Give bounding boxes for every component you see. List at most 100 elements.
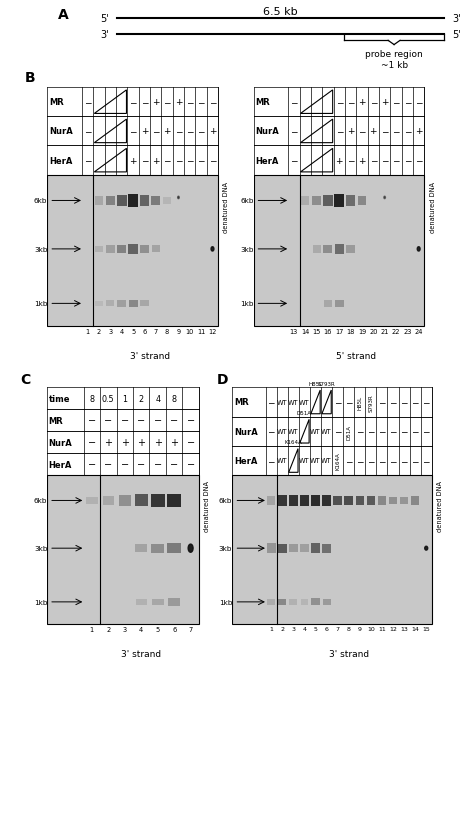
Text: time: time [49,394,70,403]
Text: 18: 18 [346,329,355,335]
Text: MR: MR [255,98,270,107]
Text: MR: MR [234,398,248,407]
Text: −: − [104,459,112,469]
Text: A: A [58,7,68,21]
Text: 7: 7 [154,329,158,335]
Circle shape [425,546,428,550]
Text: 6kb: 6kb [219,498,232,504]
Bar [118,495,131,506]
Bar [163,197,171,205]
Text: −: − [415,156,422,165]
Text: 14: 14 [301,329,310,335]
Bar [367,496,375,505]
Text: +: + [415,127,422,136]
Text: 2: 2 [139,394,144,403]
Text: +: + [154,437,162,448]
Text: +: + [358,98,366,107]
Text: −: − [401,428,408,437]
Circle shape [188,545,193,553]
Text: D: D [217,373,228,387]
Text: 15: 15 [312,329,321,335]
Bar [278,495,287,506]
Text: 8: 8 [89,394,94,403]
Text: 5: 5 [131,329,135,335]
Text: −: − [121,416,129,426]
Text: K164A: K164A [335,452,340,470]
Text: 5': 5' [452,30,461,40]
Text: 9: 9 [358,627,362,631]
Text: WT: WT [321,428,332,435]
Text: NurA: NurA [255,127,279,136]
Text: −: − [290,127,298,136]
Text: 6: 6 [142,329,146,335]
Text: 1: 1 [269,627,273,631]
Text: −: − [381,156,388,165]
Text: 3kb: 3kb [34,545,47,551]
Text: WT: WT [310,428,321,435]
Text: 1kb: 1kb [34,600,47,605]
Text: −: − [267,428,275,437]
Text: −: − [187,437,195,448]
Text: −: − [370,156,377,165]
Text: −: − [121,459,129,469]
Bar [301,197,310,206]
Text: −: − [389,428,397,437]
Text: 13: 13 [290,329,298,335]
Text: 3kb: 3kb [219,545,232,551]
Circle shape [384,197,385,199]
Bar [323,599,330,605]
Text: −: − [392,98,400,107]
Text: 3: 3 [292,627,295,631]
Text: +: + [104,437,112,448]
Text: −: − [154,416,162,426]
Text: −: − [378,398,386,407]
Bar [140,246,149,253]
Text: denatured DNA: denatured DNA [437,481,443,532]
Text: +: + [170,437,178,448]
Text: 6: 6 [325,627,328,631]
Text: HerA: HerA [234,456,257,465]
Bar [301,600,308,605]
Bar [401,497,408,505]
Bar [290,600,297,605]
Text: 21: 21 [381,329,389,335]
Text: NurA: NurA [49,127,73,136]
Bar [140,196,149,206]
Bar [135,545,147,552]
Text: −: − [197,98,205,107]
Text: 2: 2 [97,329,101,335]
Text: −: − [403,127,411,136]
Text: −: − [88,459,96,469]
Text: −: − [164,98,171,107]
Bar [289,495,298,506]
Bar [267,497,275,505]
Text: 3kb: 3kb [34,247,47,252]
Text: −: − [422,428,430,437]
Bar [311,599,319,606]
Text: WT: WT [277,458,288,464]
Text: +: + [137,437,145,448]
Text: −: − [356,456,364,465]
Text: −: − [392,127,400,136]
Text: 10: 10 [186,329,194,335]
Text: −: − [267,456,275,465]
Bar [128,195,138,208]
Bar [335,301,344,308]
Bar [168,599,181,606]
Circle shape [178,197,179,199]
Text: 19: 19 [358,329,366,335]
Bar [151,197,160,206]
Text: −: − [84,127,91,136]
Text: −: − [422,398,430,407]
Text: −: − [334,398,341,407]
Text: +: + [381,98,388,107]
Text: MR: MR [49,98,64,107]
Text: NurA: NurA [49,438,73,447]
Text: 8: 8 [165,329,169,335]
Text: 3kb: 3kb [240,247,254,252]
Text: −: − [345,398,353,407]
Bar [300,495,309,506]
Text: −: − [370,98,377,107]
Bar [254,175,424,327]
Text: 11: 11 [197,329,205,335]
